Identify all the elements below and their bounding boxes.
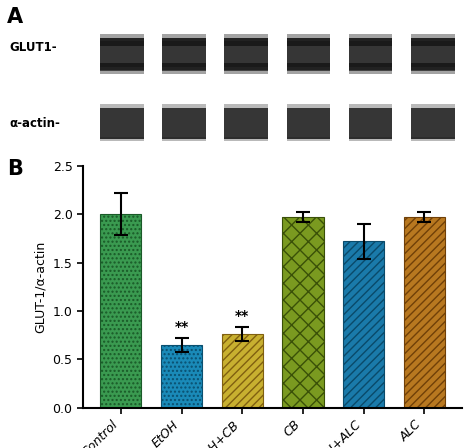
Bar <box>411 137 455 141</box>
Bar <box>411 70 455 74</box>
Bar <box>224 66 268 71</box>
Bar <box>349 63 392 67</box>
Bar <box>224 41 268 46</box>
Bar <box>349 66 392 71</box>
Bar <box>287 137 330 141</box>
Bar <box>411 34 455 39</box>
Bar <box>349 41 392 46</box>
Y-axis label: GLUT-1/α-actin: GLUT-1/α-actin <box>34 241 47 333</box>
Bar <box>162 38 206 42</box>
Bar <box>411 38 455 42</box>
Bar <box>224 104 268 108</box>
Bar <box>162 70 206 74</box>
Bar <box>349 38 392 42</box>
Text: B: B <box>7 159 23 179</box>
Bar <box>287 41 330 46</box>
Bar <box>411 41 455 46</box>
Bar <box>404 217 445 408</box>
Bar <box>349 108 392 139</box>
Bar <box>162 63 206 67</box>
Bar <box>224 38 268 42</box>
Bar <box>287 38 330 70</box>
Bar <box>224 34 268 39</box>
Bar <box>224 63 268 67</box>
Bar <box>349 70 392 74</box>
Bar <box>343 241 384 408</box>
Bar <box>287 34 330 39</box>
Bar <box>287 104 330 108</box>
Bar <box>411 63 455 67</box>
Bar <box>282 217 324 408</box>
Bar <box>162 104 206 108</box>
Bar <box>162 137 206 141</box>
Text: **: ** <box>235 310 249 323</box>
Bar <box>162 41 206 46</box>
Bar <box>224 108 268 139</box>
Bar <box>411 104 455 108</box>
Bar <box>100 214 141 408</box>
Bar <box>100 66 144 71</box>
Bar <box>221 334 263 408</box>
Bar <box>287 38 330 42</box>
Bar <box>100 108 144 139</box>
Bar <box>287 108 330 139</box>
Bar <box>162 34 206 39</box>
Bar <box>287 63 330 67</box>
Bar <box>411 66 455 71</box>
Bar <box>162 38 206 70</box>
Bar <box>287 66 330 71</box>
Bar <box>100 104 144 108</box>
Bar <box>349 34 392 39</box>
Bar <box>161 345 202 408</box>
Bar <box>224 38 268 70</box>
Bar <box>349 137 392 141</box>
Bar <box>224 70 268 74</box>
Bar <box>100 41 144 46</box>
Bar <box>349 104 392 108</box>
Bar <box>100 137 144 141</box>
Bar <box>287 70 330 74</box>
Bar <box>162 66 206 71</box>
Text: GLUT1-: GLUT1- <box>9 40 57 54</box>
Bar <box>224 137 268 141</box>
Bar <box>411 108 455 139</box>
Text: A: A <box>7 7 23 27</box>
Bar <box>411 38 455 70</box>
Bar <box>100 70 144 74</box>
Bar <box>100 38 144 70</box>
Text: α-actin-: α-actin- <box>9 116 60 130</box>
Bar <box>162 108 206 139</box>
Text: **: ** <box>174 320 189 334</box>
Bar <box>100 63 144 67</box>
Bar <box>100 34 144 39</box>
Bar <box>349 38 392 70</box>
Bar <box>100 38 144 42</box>
